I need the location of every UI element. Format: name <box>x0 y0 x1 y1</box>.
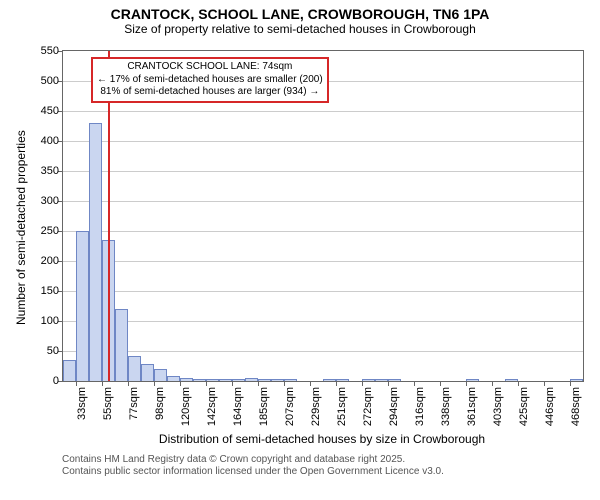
gridline <box>63 351 583 352</box>
histogram-bar <box>89 123 102 381</box>
x-tick <box>492 381 493 386</box>
x-tick <box>544 381 545 386</box>
histogram-bar <box>154 369 167 381</box>
x-tick <box>284 381 285 386</box>
x-tick-label: 207sqm <box>284 387 296 426</box>
annotation-line: 81% of semi-detached houses are larger (… <box>97 86 323 99</box>
histogram-bar <box>505 379 518 381</box>
histogram-bar <box>388 379 401 381</box>
gridline <box>63 111 583 112</box>
x-tick-label: 338sqm <box>440 387 452 426</box>
histogram-bar <box>570 379 583 381</box>
annotation-line: CRANTOCK SCHOOL LANE: 74sqm <box>97 61 323 74</box>
histogram-bar <box>76 231 89 381</box>
x-tick <box>128 381 129 386</box>
histogram-bar <box>336 379 349 381</box>
y-tick-label: 200 <box>41 255 59 267</box>
x-tick-label: 185sqm <box>258 387 270 426</box>
x-tick-label: 294sqm <box>388 387 400 426</box>
x-tick <box>466 381 467 386</box>
gridline <box>63 141 583 142</box>
footer: Contains HM Land Registry data © Crown c… <box>62 454 444 478</box>
histogram-bar <box>115 309 128 381</box>
x-tick-label: 33sqm <box>76 387 88 420</box>
x-tick <box>570 381 571 386</box>
x-tick <box>154 381 155 386</box>
histogram-bar <box>206 379 219 381</box>
gridline <box>63 291 583 292</box>
y-tick-label: 100 <box>41 315 59 327</box>
x-tick-label: 55sqm <box>102 387 114 420</box>
y-tick-label: 300 <box>41 195 59 207</box>
y-tick-label: 350 <box>41 165 59 177</box>
x-tick <box>336 381 337 386</box>
footer-line-2: Contains public sector information licen… <box>62 466 444 478</box>
x-tick <box>180 381 181 386</box>
x-tick <box>518 381 519 386</box>
x-tick-label: 403sqm <box>492 387 504 426</box>
x-tick <box>388 381 389 386</box>
histogram-bar <box>284 379 297 381</box>
chart-title: CRANTOCK, SCHOOL LANE, CROWBOROUGH, TN6 … <box>0 0 600 22</box>
histogram-bar <box>193 379 206 381</box>
x-tick <box>76 381 77 386</box>
x-tick <box>310 381 311 386</box>
x-tick <box>232 381 233 386</box>
y-tick-label: 400 <box>41 135 59 147</box>
x-tick-label: 446sqm <box>544 387 556 426</box>
histogram-bar <box>128 356 141 381</box>
y-axis-label: Number of semi-detached properties <box>14 130 28 325</box>
x-tick-label: 361sqm <box>466 387 478 426</box>
histogram-bar <box>375 379 388 381</box>
histogram-bar <box>245 378 258 381</box>
histogram-bar <box>271 379 284 381</box>
y-tick-label: 0 <box>53 375 59 387</box>
histogram-bar <box>258 379 271 381</box>
histogram-bar <box>232 379 245 381</box>
x-tick <box>102 381 103 386</box>
x-tick-label: 77sqm <box>128 387 140 420</box>
histogram-bar <box>323 379 336 381</box>
histogram-bar <box>362 379 375 381</box>
x-tick-label: 120sqm <box>180 387 192 426</box>
y-tick-label: 50 <box>47 345 59 357</box>
x-tick-label: 164sqm <box>232 387 244 426</box>
y-tick-label: 150 <box>41 285 59 297</box>
histogram-bar <box>63 360 76 381</box>
footer-line-1: Contains HM Land Registry data © Crown c… <box>62 454 444 466</box>
y-tick-label: 450 <box>41 105 59 117</box>
annotation-line: ← 17% of semi-detached houses are smalle… <box>97 74 323 87</box>
plot-area: 05010015020025030035040045050055033sqm55… <box>62 50 584 382</box>
x-tick <box>414 381 415 386</box>
x-tick-label: 316sqm <box>414 387 426 426</box>
gridline <box>63 321 583 322</box>
histogram-bar <box>180 378 193 381</box>
x-tick <box>440 381 441 386</box>
chart-subtitle: Size of property relative to semi-detach… <box>0 22 600 40</box>
gridline <box>63 261 583 262</box>
y-tick-label: 500 <box>41 75 59 87</box>
x-tick <box>362 381 363 386</box>
x-tick-label: 251sqm <box>336 387 348 426</box>
gridline <box>63 201 583 202</box>
x-tick-label: 468sqm <box>570 387 582 426</box>
histogram-bar <box>167 376 180 381</box>
y-tick-label: 250 <box>41 225 59 237</box>
x-tick-label: 142sqm <box>206 387 218 426</box>
x-tick-label: 98sqm <box>154 387 166 420</box>
annotation-box: CRANTOCK SCHOOL LANE: 74sqm← 17% of semi… <box>91 57 329 103</box>
gridline <box>63 171 583 172</box>
histogram-bar <box>219 379 232 381</box>
gridline <box>63 231 583 232</box>
chart-container: CRANTOCK, SCHOOL LANE, CROWBOROUGH, TN6 … <box>0 0 600 500</box>
x-tick <box>258 381 259 386</box>
x-tick-label: 272sqm <box>362 387 374 426</box>
histogram-bar <box>141 364 154 381</box>
x-tick-label: 229sqm <box>310 387 322 426</box>
x-tick-label: 425sqm <box>518 387 530 426</box>
x-axis-label: Distribution of semi-detached houses by … <box>62 432 582 446</box>
histogram-bar <box>466 379 479 381</box>
x-tick <box>206 381 207 386</box>
y-tick-label: 550 <box>41 45 59 57</box>
